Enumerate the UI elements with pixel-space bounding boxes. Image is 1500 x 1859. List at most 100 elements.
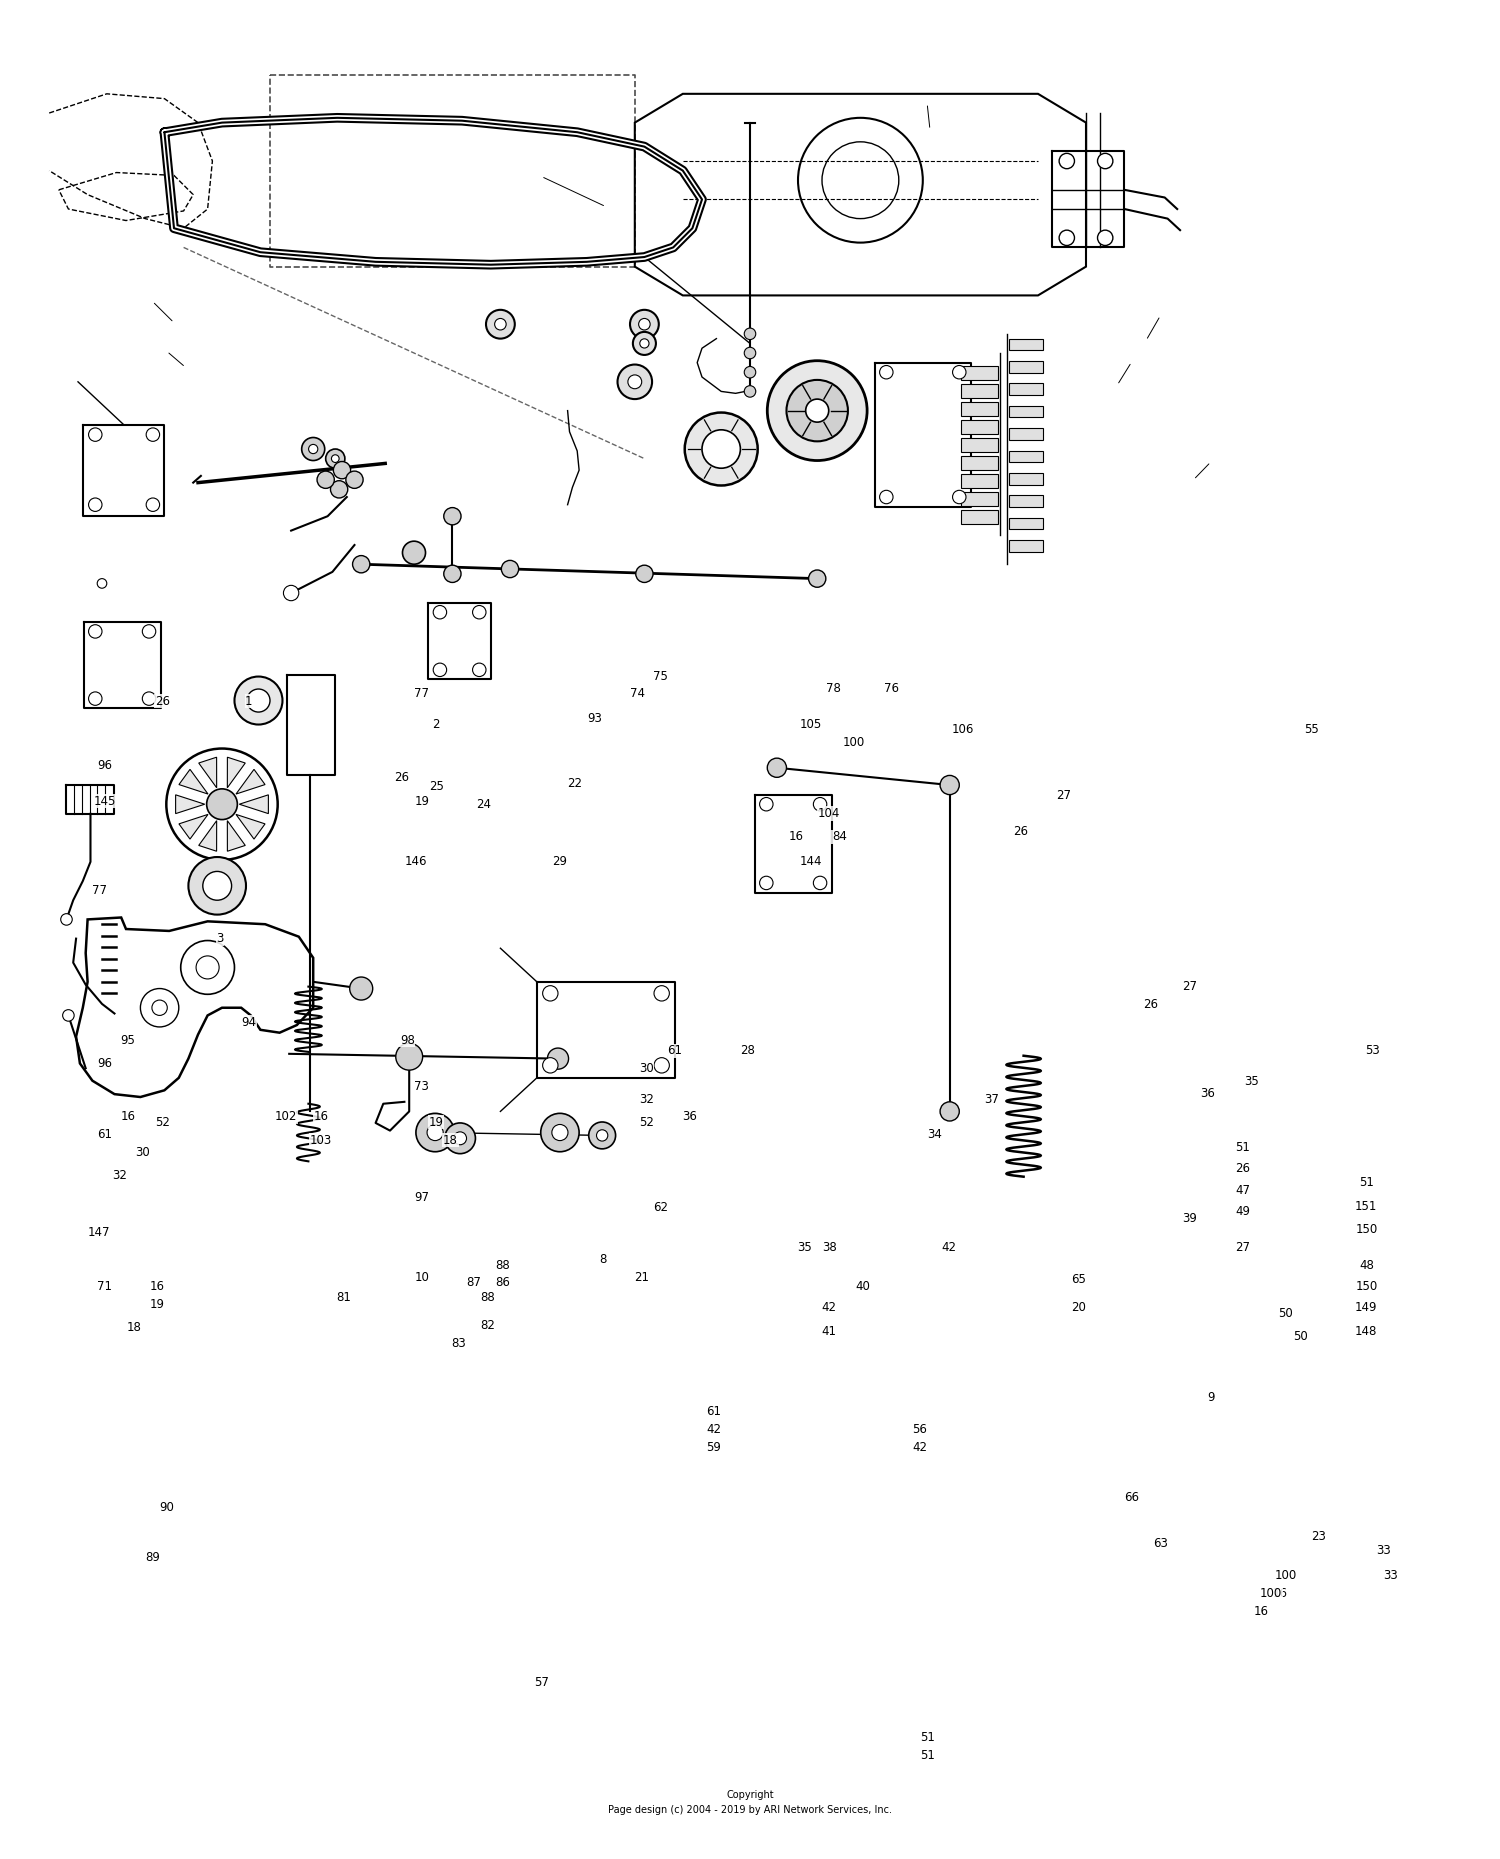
Text: 96: 96	[98, 758, 112, 771]
Circle shape	[952, 366, 966, 379]
Text: 39: 39	[1182, 1212, 1197, 1225]
Text: 77: 77	[92, 883, 106, 896]
Text: 104: 104	[818, 807, 840, 820]
Text: 19: 19	[429, 1115, 444, 1128]
Text: 41: 41	[822, 1325, 837, 1337]
Circle shape	[628, 376, 642, 389]
Bar	[1010, 494, 1042, 508]
Circle shape	[189, 857, 246, 915]
Circle shape	[495, 318, 506, 331]
Circle shape	[234, 677, 282, 725]
Polygon shape	[76, 918, 314, 1097]
Text: 32: 32	[112, 1169, 126, 1182]
Text: 20: 20	[1071, 1301, 1086, 1314]
Circle shape	[453, 1132, 466, 1145]
Text: 88: 88	[495, 1259, 510, 1272]
Text: 73: 73	[414, 1080, 429, 1093]
Text: 75: 75	[654, 669, 668, 682]
Text: 26: 26	[1143, 998, 1158, 1011]
Circle shape	[346, 470, 363, 489]
Text: 81: 81	[336, 1290, 351, 1303]
Text: 98: 98	[400, 1034, 414, 1047]
Text: 26: 26	[154, 695, 170, 708]
Text: 103: 103	[310, 1134, 332, 1147]
Text: 16: 16	[314, 1110, 328, 1123]
Text: 65: 65	[1071, 1273, 1086, 1286]
Text: 51: 51	[920, 1731, 934, 1744]
Circle shape	[88, 428, 102, 441]
Circle shape	[350, 978, 372, 1000]
Text: 52: 52	[639, 1115, 654, 1128]
Circle shape	[813, 798, 826, 811]
Text: 61: 61	[668, 1045, 682, 1058]
Polygon shape	[176, 796, 204, 814]
Text: 1: 1	[244, 695, 252, 708]
Text: 66: 66	[1124, 1491, 1138, 1504]
Text: 86: 86	[495, 1277, 510, 1290]
Text: 51: 51	[1359, 1177, 1374, 1190]
Bar	[962, 385, 998, 398]
Text: 55: 55	[1304, 723, 1318, 736]
Text: 42: 42	[912, 1441, 927, 1454]
Circle shape	[1059, 152, 1074, 169]
Text: 29: 29	[552, 855, 567, 868]
Polygon shape	[178, 814, 209, 838]
Text: 30: 30	[639, 1061, 654, 1075]
Text: 42: 42	[706, 1422, 722, 1435]
Text: 35: 35	[1244, 1075, 1258, 1088]
Circle shape	[207, 788, 237, 820]
Text: 100: 100	[1260, 1588, 1282, 1601]
Text: 102: 102	[274, 1110, 297, 1123]
Polygon shape	[236, 770, 266, 794]
Text: 26: 26	[394, 771, 410, 784]
Text: 144: 144	[800, 855, 822, 868]
Circle shape	[326, 450, 345, 468]
Text: 57: 57	[534, 1677, 549, 1690]
Circle shape	[146, 428, 159, 441]
Text: 35: 35	[798, 1240, 812, 1253]
Text: 52: 52	[154, 1115, 170, 1128]
Circle shape	[332, 455, 339, 463]
Text: 42: 42	[822, 1301, 837, 1314]
Circle shape	[330, 481, 348, 498]
Circle shape	[1098, 152, 1113, 169]
Text: 61: 61	[98, 1128, 112, 1141]
Bar	[1010, 472, 1042, 485]
Text: Page design (c) 2004 - 2019 by ARI Network Services, Inc.: Page design (c) 2004 - 2019 by ARI Netwo…	[608, 1805, 892, 1814]
Circle shape	[444, 565, 460, 582]
Text: 27: 27	[1056, 790, 1071, 801]
Text: 83: 83	[452, 1337, 466, 1350]
Polygon shape	[634, 93, 1086, 296]
Text: 33: 33	[1376, 1545, 1390, 1558]
Text: 24: 24	[476, 798, 490, 811]
Text: 78: 78	[827, 682, 842, 695]
Text: 38: 38	[822, 1240, 837, 1253]
Circle shape	[618, 364, 652, 400]
Text: 32: 32	[639, 1093, 654, 1106]
Text: 62: 62	[652, 1201, 668, 1214]
Polygon shape	[236, 814, 266, 838]
Circle shape	[684, 413, 758, 485]
Text: 8: 8	[600, 1253, 608, 1266]
Text: 88: 88	[480, 1290, 495, 1303]
Circle shape	[768, 758, 786, 777]
Bar	[1010, 519, 1042, 530]
Text: 25: 25	[429, 781, 444, 794]
Circle shape	[952, 491, 966, 504]
Circle shape	[654, 1058, 669, 1073]
Text: 33: 33	[1383, 1569, 1398, 1582]
Bar	[962, 402, 998, 416]
Circle shape	[416, 1114, 454, 1153]
Circle shape	[654, 985, 669, 1000]
Polygon shape	[198, 757, 216, 788]
Circle shape	[702, 429, 741, 468]
Text: 2: 2	[432, 718, 439, 731]
Bar	[1010, 541, 1042, 552]
Text: 93: 93	[586, 712, 602, 725]
Circle shape	[806, 400, 828, 422]
Text: 34: 34	[927, 1128, 942, 1141]
Text: 22: 22	[567, 777, 582, 790]
Text: 18: 18	[442, 1134, 458, 1147]
Text: 150: 150	[1354, 1281, 1377, 1292]
Circle shape	[433, 664, 447, 677]
